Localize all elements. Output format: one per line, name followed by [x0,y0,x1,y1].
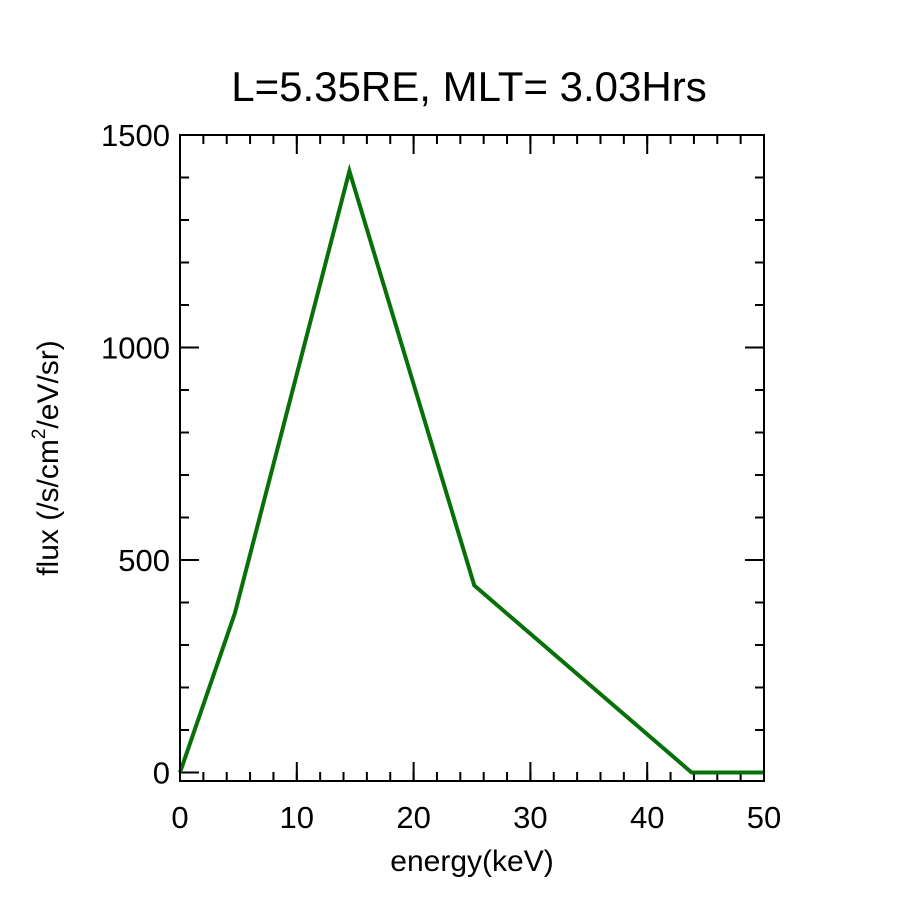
y-axis-label: flux (/s/cm2/eV/sr) [29,340,65,576]
y-axis-label-main: flux (/s/cm [32,439,65,576]
x-tick-label: 30 [513,800,547,835]
axis-ticks [179,134,765,781]
series-line-0 [178,163,764,775]
x-tick-label: 0 [171,800,188,835]
y-tick-label: 0 [153,756,170,791]
x-axis-label: energy(keV) [390,845,553,878]
svg-text:flux (/s/cm2/eV/sr): flux (/s/cm2/eV/sr) [29,340,65,576]
y-tick-label: 500 [118,543,170,578]
y-axis-label-tail: /eV/sr) [32,340,65,428]
y-tick-label: 1000 [101,331,170,366]
x-tick-label: 10 [280,800,314,835]
x-tick-label: 40 [630,800,664,835]
y-axis-label-superscript: 2 [29,429,50,440]
y-tick-label: 1500 [101,118,170,153]
x-tick-label: 20 [396,800,430,835]
plot-frame [179,134,765,782]
chart-title: L=5.35RE, MLT= 3.03Hrs [231,63,706,110]
data-series [178,163,764,775]
x-tick-label: 50 [747,800,781,835]
